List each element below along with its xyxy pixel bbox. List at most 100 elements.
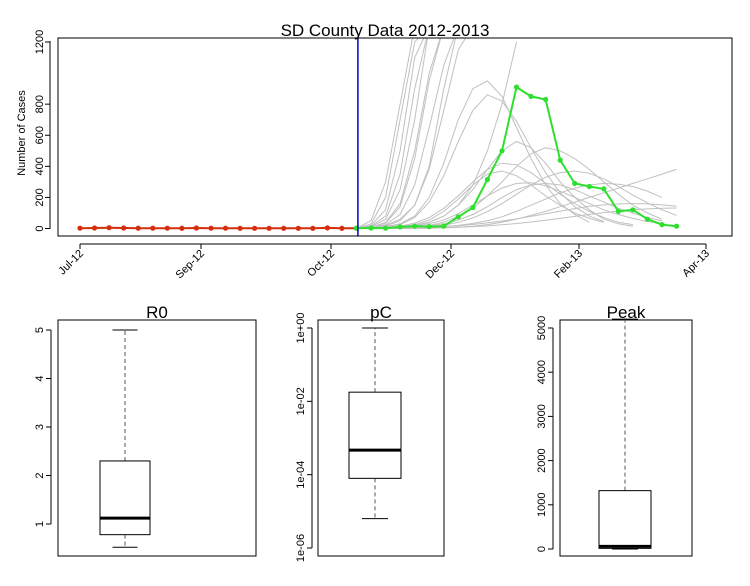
- observed-point: [339, 225, 345, 231]
- observed-point: [295, 225, 301, 231]
- boxplot-title: pC: [370, 303, 392, 322]
- forecast-point: [601, 186, 607, 192]
- forecast-line: [356, 85, 677, 230]
- boxplot-tick-label: 1e+00: [295, 313, 307, 344]
- forecast-point: [630, 207, 636, 213]
- boxplot-title: R0: [146, 303, 168, 322]
- boxplot-tick-label: 0: [536, 546, 548, 552]
- simulation-line: [356, 170, 677, 229]
- forecast-point: [470, 204, 476, 211]
- y-tick-label: 600: [34, 126, 46, 144]
- x-tick-label: Oct-12: [305, 248, 337, 280]
- simulation-line: [356, 80, 590, 229]
- timeseries-plot-frame: [57, 37, 733, 237]
- simulation-line: [356, 38, 441, 229]
- y-tick-label: 400: [34, 157, 46, 175]
- observed-point: [222, 225, 229, 231]
- timeseries-panel: SD County Data 2012-2013 Number of Cases…: [16, 21, 733, 281]
- boxplot-tick-label: 5: [34, 327, 46, 333]
- x-tick-label: Jul-12: [56, 248, 86, 278]
- simulation-line: [356, 38, 414, 229]
- observed-point: [77, 225, 83, 231]
- boxplot-tick-label: 2000: [536, 448, 548, 472]
- simulation-line: [356, 38, 455, 229]
- observed-point: [237, 225, 243, 231]
- simulation-line: [356, 38, 457, 229]
- simulation-line: [356, 38, 442, 229]
- boxplot-tick-label: 1e-04: [295, 461, 307, 489]
- observed-point: [106, 225, 112, 231]
- forecast-point: [397, 224, 403, 230]
- observed-point: [121, 225, 127, 231]
- simulation-line: [356, 94, 604, 229]
- timeseries-title: SD County Data 2012-2013: [281, 21, 490, 40]
- forecast-point: [644, 216, 651, 222]
- observed-point: [281, 225, 287, 231]
- observed-point: [324, 225, 330, 231]
- x-axis-ticks: Jul-12 Sep-12 Oct-12 Dec-12 Feb-13 Apr-13: [56, 244, 712, 281]
- forecast-point: [572, 180, 578, 186]
- boxplot-box: [99, 460, 151, 536]
- y-axis-ticks: 0 200 400 600 800 1200: [34, 30, 50, 232]
- observed-point: [208, 225, 214, 231]
- forecast-point: [499, 148, 505, 154]
- forecast-point: [557, 157, 563, 163]
- simulation-line: [356, 38, 428, 229]
- forecast-point: [426, 224, 432, 230]
- boxplot-frame: [559, 319, 693, 557]
- observed-point: [91, 225, 98, 231]
- boxplot-frame: [317, 319, 445, 557]
- forecast-point: [484, 176, 490, 183]
- y-tick-label: 0: [34, 225, 46, 231]
- forecast-point: [674, 223, 680, 229]
- y-tick-label: 1200: [34, 30, 46, 54]
- observed-point: [252, 225, 258, 231]
- forecast-point: [368, 225, 374, 231]
- simulation-line: [356, 38, 420, 229]
- boxplot-pc: pC 1e-06 1e-04 1e-02 1e+00: [295, 303, 445, 562]
- boxplot-frame: [57, 319, 257, 557]
- forecast-point: [528, 93, 534, 99]
- observed-point: [310, 225, 316, 231]
- y-tick-label: 200: [34, 188, 46, 206]
- boxplot-tick-label: 4: [34, 375, 46, 381]
- boxplot-box: [348, 391, 402, 479]
- forecast-point: [543, 96, 549, 103]
- forecast-point: [412, 223, 418, 229]
- forecast-point: [659, 222, 665, 228]
- simulation-line: [356, 168, 677, 229]
- x-tick-label: Sep-12: [174, 248, 208, 282]
- forecast-point: [615, 208, 622, 214]
- forecast-point: [513, 84, 520, 90]
- forecast-series: [353, 84, 680, 231]
- boxplot-title: Peak: [607, 303, 646, 322]
- observed-point: [266, 225, 272, 231]
- x-tick-label: Feb-13: [552, 248, 585, 281]
- simulation-line: [356, 38, 428, 229]
- observed-point: [193, 225, 199, 231]
- boxplot-tick-label: 2: [34, 472, 46, 478]
- forecast-point: [586, 183, 592, 190]
- boxplot-tick-label: 1000: [536, 493, 548, 517]
- boxplot-tick-label: 5000: [536, 316, 548, 340]
- x-tick-label: Dec-12: [424, 248, 458, 282]
- observed-point: [179, 225, 185, 231]
- observed-point: [164, 225, 170, 231]
- observed-point: [150, 225, 156, 231]
- forecast-point: [455, 214, 461, 220]
- y-tick-label: 800: [34, 95, 46, 113]
- boxplot-peak: Peak 0 1000 2000 3000 4000 5000: [536, 303, 693, 557]
- x-tick-label: Apr-13: [680, 248, 712, 280]
- forecast-point: [383, 225, 389, 231]
- boxplot-tick-label: 1e-06: [295, 534, 307, 562]
- observed-point: [135, 225, 141, 231]
- boxplot-r0: R0 1 2 3 4 5: [34, 303, 257, 557]
- boxplot-box: [598, 490, 652, 549]
- boxplot-tick-label: 3: [34, 424, 46, 430]
- simulation-line: [356, 41, 517, 229]
- simulation-line: [356, 38, 425, 229]
- forecast-point: [441, 223, 447, 229]
- boxplot-tick-label: 1e-02: [295, 387, 307, 415]
- y-axis-label: Number of Cases: [16, 90, 28, 176]
